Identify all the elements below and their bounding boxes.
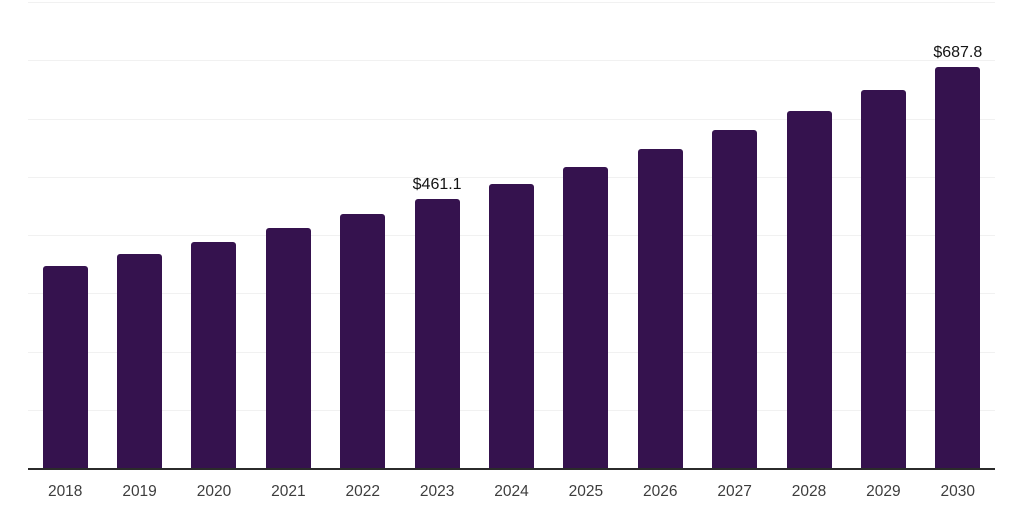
x-tick-label-2019: 2019	[122, 483, 157, 500]
value-label-2023: $461.1	[412, 176, 462, 194]
gridline-500	[28, 176, 995, 178]
bar-2027	[712, 130, 758, 468]
bar-2018	[42, 266, 88, 468]
x-tick-label-2027: 2027	[717, 483, 752, 500]
x-tick-label-2026: 2026	[643, 483, 678, 500]
x-tick-label-2030: 2030	[940, 483, 976, 500]
x-tick-label-2029: 2029	[866, 483, 901, 500]
bar-2025	[563, 166, 609, 468]
x-tick-label-2023: 2023	[419, 483, 455, 500]
bar-2023	[414, 199, 460, 468]
gridline-700	[28, 60, 995, 62]
x-tick-label-2021: 2021	[271, 483, 306, 500]
bar-2024	[489, 183, 534, 468]
gridline-800	[28, 2, 995, 3]
x-axis-labels: 2018 2019 2020 2021 2022 2023 2024 2025 2026 2027…	[28, 483, 995, 503]
bar-2028	[786, 110, 832, 468]
bar-2019	[117, 254, 163, 468]
bar-2022	[340, 214, 386, 468]
plot-area: $461.1 $687.8	[28, 2, 995, 468]
x-tick-label-2020: 2020	[196, 483, 232, 500]
x-tick-label-2022: 2022	[345, 483, 380, 500]
x-tick-label-2024: 2024	[494, 483, 529, 500]
bar-2020	[191, 241, 237, 468]
value-label-2030: $687.8	[933, 44, 983, 62]
x-tick-label-2018: 2018	[47, 483, 83, 500]
bar-2026	[637, 149, 683, 468]
x-axis-line	[28, 468, 995, 470]
bar-2029	[860, 89, 906, 468]
gridline-600	[28, 118, 995, 120]
x-tick-label-2025: 2025	[568, 483, 604, 500]
bar-2021	[265, 228, 311, 468]
x-tick-label-2028: 2028	[791, 483, 827, 500]
bar-2030	[935, 67, 981, 468]
